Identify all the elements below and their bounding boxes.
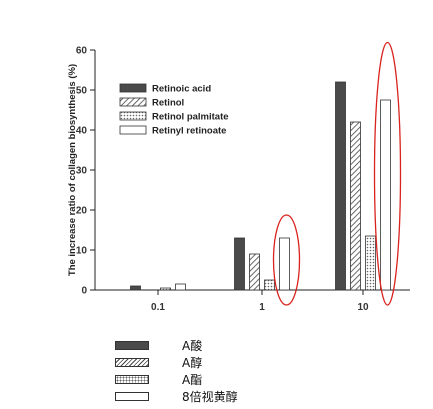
bar-retinyl-retinoate-10 — [380, 99, 391, 291]
translation-legend: A酸 A醇 A酯 8倍视黄醇 — [115, 337, 355, 405]
x-tick-label: 1 — [259, 302, 265, 313]
y-axis-label: The increase ratio of collagen biosynthe… — [67, 64, 78, 276]
translation-legend-swatch — [115, 375, 149, 384]
x-tick-label: 10 — [357, 302, 369, 313]
highlight-ellipse — [272, 214, 301, 306]
translation-legend-label: A醇 — [182, 356, 203, 370]
highlight-ellipse — [373, 41, 402, 306]
bar-retinyl-retinoate-0.1 — [175, 283, 186, 291]
translation-legend-item: A酸 — [115, 337, 355, 354]
bar-retinoic-acid-1 — [234, 237, 245, 291]
y-tick-label: 10 — [76, 246, 88, 257]
y-tick-label: 0 — [81, 286, 87, 297]
translation-legend-item: A酯 — [115, 371, 355, 388]
y-tick-label: 30 — [76, 166, 88, 177]
translation-legend-label: A酯 — [182, 373, 203, 387]
y-tick-label: 20 — [76, 206, 88, 217]
bar-retinoic-acid-10 — [335, 81, 346, 291]
y-tick-label: 50 — [76, 86, 88, 97]
translation-legend-label: A酸 — [182, 339, 203, 353]
bar-retinol-10 — [350, 121, 361, 291]
legend-swatch — [119, 97, 147, 107]
translation-legend-item: A醇 — [115, 354, 355, 371]
x-tick-label: 0.1 — [151, 302, 165, 313]
bar-retinoic-acid-0.1 — [130, 285, 141, 291]
translation-legend-swatch — [115, 341, 149, 350]
bar-retinol-palmitate-1 — [264, 279, 275, 291]
legend-swatch — [119, 83, 147, 93]
translation-legend-swatch — [115, 358, 149, 367]
bar-retinyl-retinoate-1 — [279, 237, 290, 291]
legend-label: Retinol — [152, 98, 184, 109]
translation-legend-swatch — [115, 392, 149, 401]
collagen-bar-chart: The increase ratio of collagen biosynthe… — [67, 41, 410, 313]
legend-label: Retinoic acid — [152, 84, 211, 95]
y-tick-label: 60 — [76, 46, 88, 57]
legend-label: Retinyl retinoate — [152, 126, 226, 137]
legend-swatch — [119, 111, 147, 121]
bar-retinol-1 — [249, 253, 260, 291]
y-tick-label: 40 — [76, 126, 88, 137]
translation-legend-item: 8倍视黄醇 — [115, 388, 355, 405]
legend-label: Retinol palmitate — [152, 112, 229, 123]
translation-legend-label: 8倍视黄醇 — [182, 390, 238, 404]
bar-retinol-palmitate-10 — [365, 235, 376, 291]
bar-retinol-palmitate-0.1 — [160, 287, 171, 291]
legend-swatch — [119, 125, 147, 135]
